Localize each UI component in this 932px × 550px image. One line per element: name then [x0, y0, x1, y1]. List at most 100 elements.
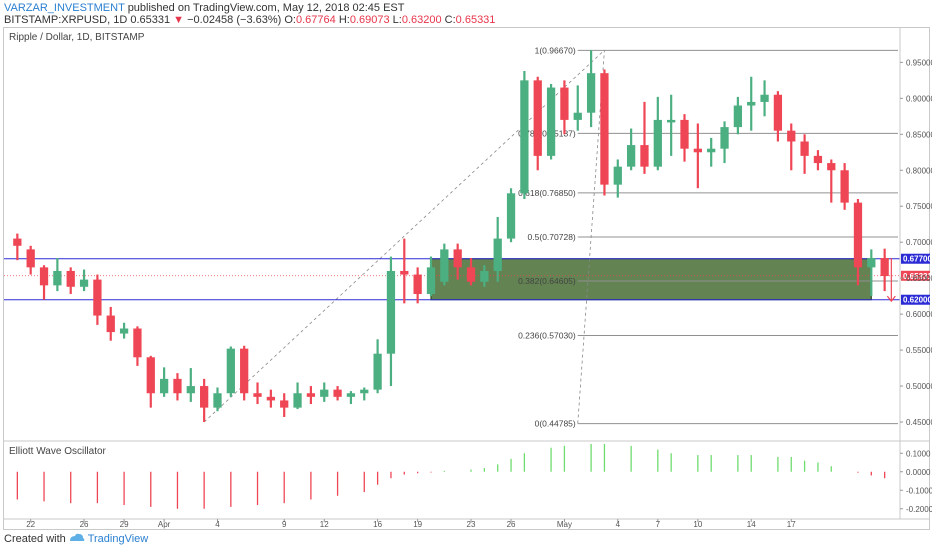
candle-body [66, 270, 75, 287]
bearish-candle [253, 382, 262, 405]
bullish-candle [119, 322, 129, 339]
candle-body [320, 389, 329, 397]
fib-level-label: 1(0.96670) [535, 45, 576, 55]
candle-body [119, 328, 129, 334]
bearish-candle [413, 267, 422, 304]
candle-body [293, 393, 302, 408]
bullish-candle [506, 188, 516, 243]
time-tick-label: 4 [215, 520, 220, 529]
oscillator-tick-label: -0.1000 [906, 486, 932, 495]
candle-body [813, 155, 823, 164]
candle-body [426, 267, 436, 294]
bullish-candle [440, 243, 449, 286]
candle-body [240, 348, 249, 394]
bullish-candle [733, 96, 743, 135]
bearish-candle [800, 134, 809, 174]
footer: Created with TradingView [4, 532, 148, 545]
last-price: 0.65331 [130, 14, 171, 26]
bullish-candle [626, 128, 636, 171]
author-link[interactable]: VARZAR_INVESTMENT [4, 2, 125, 14]
candle-body [133, 328, 142, 358]
candle-body [106, 315, 115, 333]
candle-body [613, 166, 622, 185]
candle-body [827, 163, 836, 171]
bullish-candle [760, 80, 769, 117]
oscillator-tick-label: 0.0000 [906, 468, 931, 477]
bullish-candle [747, 76, 756, 131]
bearish-candle [773, 91, 783, 142]
tradingview-brand[interactable]: TradingView [87, 533, 149, 545]
bullish-candle [586, 50, 596, 128]
bearish-candle [306, 386, 316, 405]
candle-body [693, 148, 702, 153]
bearish-candle [39, 265, 49, 300]
candle-body [79, 279, 89, 287]
candle-body [667, 119, 676, 123]
candle-body [480, 270, 489, 282]
time-tick-label: 4 [616, 520, 621, 529]
trend-line [203, 49, 605, 423]
candle-body [453, 249, 462, 268]
candle-body [773, 94, 783, 131]
bullish-candle [186, 368, 195, 402]
bearish-candle [146, 355, 155, 408]
bearish-candle [93, 274, 102, 325]
bearish-candle [133, 326, 142, 366]
bullish-candle [346, 391, 356, 405]
created-with-text: Created with [4, 533, 66, 545]
low-value: 0.63200 [401, 14, 442, 26]
close-value: 0.65331 [455, 14, 496, 26]
tradingview-logo-icon [69, 533, 85, 541]
candle-body [306, 393, 316, 397]
candle-body [853, 202, 863, 268]
last-price-label: 0.65331 [903, 272, 932, 281]
candle-body [253, 393, 262, 397]
bullish-candle [493, 217, 502, 282]
level-price-tag [901, 294, 930, 305]
bullish-candle [720, 121, 729, 164]
bearish-candle [13, 233, 22, 261]
bearish-candle [400, 238, 409, 304]
candle-body [200, 386, 209, 408]
level-price-label: 0.67700 [903, 255, 932, 264]
candle-body [26, 249, 35, 268]
bullish-candle [159, 367, 169, 397]
bullish-candle [573, 85, 582, 131]
candle-body [760, 94, 769, 102]
bearish-candle [280, 393, 289, 417]
candle-body [466, 267, 476, 282]
published-text: published on TradingView.com, May 12, 20… [127, 2, 405, 14]
time-tick-label: 10 [693, 520, 702, 529]
fib-level-label: 0.236(0.57030) [518, 330, 576, 340]
fib-level-label: 0(0.44785) [535, 419, 576, 429]
candle-body [520, 80, 529, 194]
candle-body [707, 148, 716, 153]
bullish-candle [426, 256, 436, 297]
bearish-candle [66, 267, 75, 294]
bullish-candle [320, 382, 329, 402]
candle-body [840, 170, 849, 203]
candle-body [280, 400, 289, 408]
candle-body [800, 141, 809, 156]
candle-body [733, 105, 743, 128]
symbol-line: BITSTAMP:XRPUSD, 1D 0.65331 ▼ −0.02458 (… [4, 14, 495, 26]
candle-body [640, 145, 649, 167]
candle-body [186, 386, 195, 394]
bearish-candle [880, 248, 889, 292]
bullish-candle [667, 94, 676, 156]
level-price-tag [901, 253, 930, 264]
candle-body [373, 353, 382, 390]
candle-body [173, 378, 182, 394]
candle-body [626, 145, 636, 167]
close-label: C: [444, 14, 456, 26]
candle-body [653, 119, 662, 167]
bullish-candle [480, 265, 489, 287]
bearish-candle [640, 101, 649, 174]
candle-body [360, 389, 369, 394]
